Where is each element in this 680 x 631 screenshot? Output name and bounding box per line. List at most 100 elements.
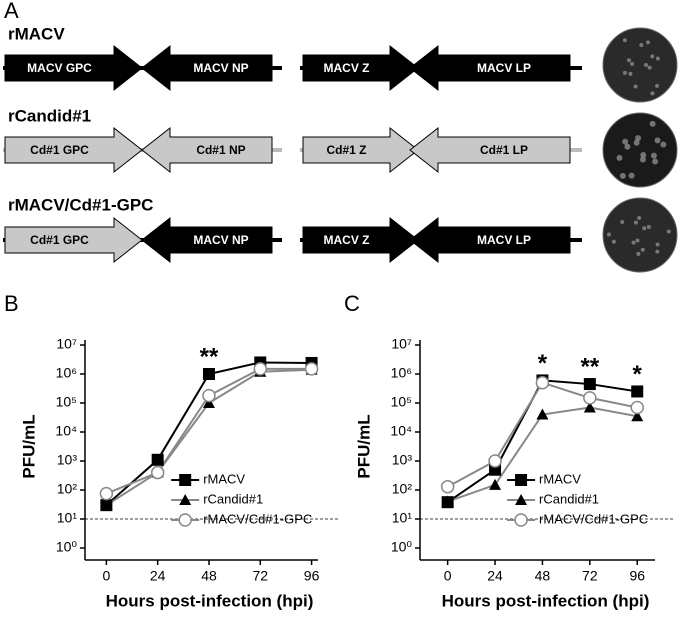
marker-square	[631, 385, 644, 398]
gene-arrow	[302, 126, 419, 174]
plaque	[626, 58, 631, 63]
marker-square	[583, 378, 596, 391]
plaque	[655, 83, 660, 88]
plaque	[655, 249, 660, 254]
x-tick-label: 72	[582, 568, 598, 584]
gene-label: Cd#1 GPC	[30, 143, 89, 157]
y-tick-label: 10⁰	[391, 539, 413, 555]
plaque-well	[602, 197, 678, 273]
plaque	[633, 139, 640, 146]
significance: **	[200, 343, 219, 370]
legend-marker	[515, 474, 528, 486]
marker-triangle	[489, 478, 502, 490]
significance: **	[580, 353, 599, 380]
marker-circle	[535, 375, 550, 390]
x-tick-label: 48	[201, 568, 217, 584]
plaque	[630, 61, 635, 66]
plaque	[646, 224, 651, 229]
legend-marker	[515, 494, 528, 505]
plaque	[640, 247, 645, 252]
plaque	[633, 84, 638, 89]
plaque	[654, 137, 661, 144]
legend-label: rMACV/Cd#1-GPC	[203, 511, 312, 526]
y-tick-label: 10⁵	[391, 394, 412, 410]
x-tick-label: 24	[487, 568, 503, 584]
gene-arrow	[4, 126, 143, 174]
gene-label: MACV Z	[324, 61, 370, 75]
gene-arrow	[302, 216, 419, 264]
plaque-well	[602, 112, 678, 188]
plaque	[639, 156, 646, 163]
y-tick-label: 10⁶	[391, 365, 412, 381]
plaque	[616, 154, 623, 161]
marker-circle	[630, 400, 644, 415]
gene-label: Cd#1 NP	[196, 143, 245, 157]
row-name: rMACV	[8, 24, 65, 43]
gene-arrow	[141, 44, 273, 92]
marker-circle	[440, 479, 455, 494]
legend-marker	[179, 494, 192, 505]
y-tick-label: 10⁷	[56, 336, 77, 352]
plaque	[635, 238, 640, 243]
gene-label: MACV LP	[477, 233, 531, 247]
marker-square	[151, 453, 164, 466]
row-name: rMACV/Cd#1-GPC	[8, 195, 153, 214]
gene-arrow	[409, 126, 571, 174]
gene-arrow	[141, 126, 273, 174]
gene-label: MACV LP	[477, 61, 531, 75]
marker-circle	[202, 388, 216, 403]
marker-triangle	[100, 499, 113, 511]
plaque	[622, 138, 629, 145]
gene-arrow	[302, 44, 419, 92]
marker-triangle	[536, 408, 549, 420]
panel-label: C	[344, 291, 360, 316]
y-tick-label: 10⁴	[55, 423, 77, 439]
plaque	[628, 172, 635, 179]
plaque	[607, 232, 612, 237]
plaque	[636, 251, 641, 256]
x-tick-label: 72	[252, 568, 268, 584]
x-tick-label: 48	[535, 568, 551, 584]
gene-arrow	[4, 216, 143, 264]
legend-label: rMACV/Cd#1-GPC	[539, 511, 648, 526]
legend-label: rMACV	[203, 471, 245, 486]
y-tick-label: 10²	[392, 481, 413, 497]
y-tick-label: 10²	[57, 481, 78, 497]
plaque	[639, 43, 644, 48]
y-tick-label: 10¹	[57, 510, 78, 526]
y-tick-label: 10⁶	[56, 365, 77, 381]
x-tick-label: 0	[444, 568, 452, 584]
y-axis-label: PFU/mL	[19, 414, 38, 478]
gene-label: Cd#1 Z	[326, 143, 366, 157]
gene-label: MACV NP	[193, 61, 248, 75]
plaque	[655, 56, 660, 61]
legend-marker	[179, 474, 192, 486]
plaque	[650, 91, 655, 96]
plaque	[644, 63, 648, 67]
x-tick-label: 0	[102, 568, 110, 584]
x-tick-label: 96	[629, 568, 645, 584]
y-tick-label: 10³	[392, 452, 413, 468]
gene-label: MACV Z	[324, 233, 370, 247]
plaque	[652, 158, 659, 165]
plaque-well	[602, 27, 678, 103]
series-line	[447, 406, 638, 503]
plaque	[647, 65, 652, 70]
x-tick-label: 96	[304, 568, 320, 584]
x-tick-label: 24	[150, 568, 166, 584]
marker-circle	[304, 362, 319, 376]
plaque	[649, 120, 656, 127]
plaque	[642, 226, 647, 231]
marker-circle	[99, 486, 114, 501]
plaque	[650, 152, 657, 159]
panel-label: A	[4, 0, 19, 23]
legend-label: rMACV	[539, 471, 581, 486]
y-tick-label: 10⁰	[56, 539, 78, 555]
marker-square	[202, 368, 215, 380]
legend-label: rCandid#1	[539, 491, 599, 506]
marker-circle	[253, 362, 268, 376]
plaque	[660, 141, 667, 148]
significance: *	[538, 350, 548, 377]
marker-circle	[583, 391, 597, 405]
